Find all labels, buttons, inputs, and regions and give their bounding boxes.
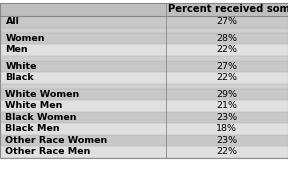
Bar xyxy=(0,83,288,89)
Text: White Women: White Women xyxy=(5,90,80,99)
Text: 22%: 22% xyxy=(216,147,237,156)
Text: Percent received some benefit: Percent received some benefit xyxy=(168,5,288,15)
Text: Women: Women xyxy=(5,34,45,43)
Text: Black Men: Black Men xyxy=(5,124,60,133)
Text: White: White xyxy=(5,62,37,71)
Text: 27%: 27% xyxy=(216,17,237,26)
Text: All: All xyxy=(5,17,19,26)
Text: 22%: 22% xyxy=(216,73,237,82)
Text: White Men: White Men xyxy=(5,101,63,110)
Bar xyxy=(0,146,288,158)
Text: Other Race Men: Other Race Men xyxy=(5,147,91,156)
Bar xyxy=(0,44,288,55)
Bar xyxy=(0,16,288,27)
Bar xyxy=(0,3,288,158)
Bar xyxy=(0,72,288,83)
Bar xyxy=(0,3,288,16)
Text: Black: Black xyxy=(5,73,34,82)
Text: 18%: 18% xyxy=(216,124,237,133)
Text: 27%: 27% xyxy=(216,62,237,71)
Text: 29%: 29% xyxy=(216,90,237,99)
Bar xyxy=(0,33,288,44)
Bar xyxy=(0,55,288,61)
Text: Other Race Women: Other Race Women xyxy=(5,136,108,145)
Bar xyxy=(0,111,288,123)
Bar xyxy=(0,135,288,146)
Text: Men: Men xyxy=(5,45,28,54)
Bar xyxy=(0,123,288,135)
Bar xyxy=(0,100,288,111)
Bar xyxy=(0,61,288,72)
Text: 28%: 28% xyxy=(216,34,237,43)
Text: Black Women: Black Women xyxy=(5,113,77,122)
Text: 23%: 23% xyxy=(216,136,237,145)
Bar xyxy=(0,89,288,100)
Text: 23%: 23% xyxy=(216,113,237,122)
Text: 21%: 21% xyxy=(216,101,237,110)
Bar xyxy=(0,27,288,33)
Text: 22%: 22% xyxy=(216,45,237,54)
